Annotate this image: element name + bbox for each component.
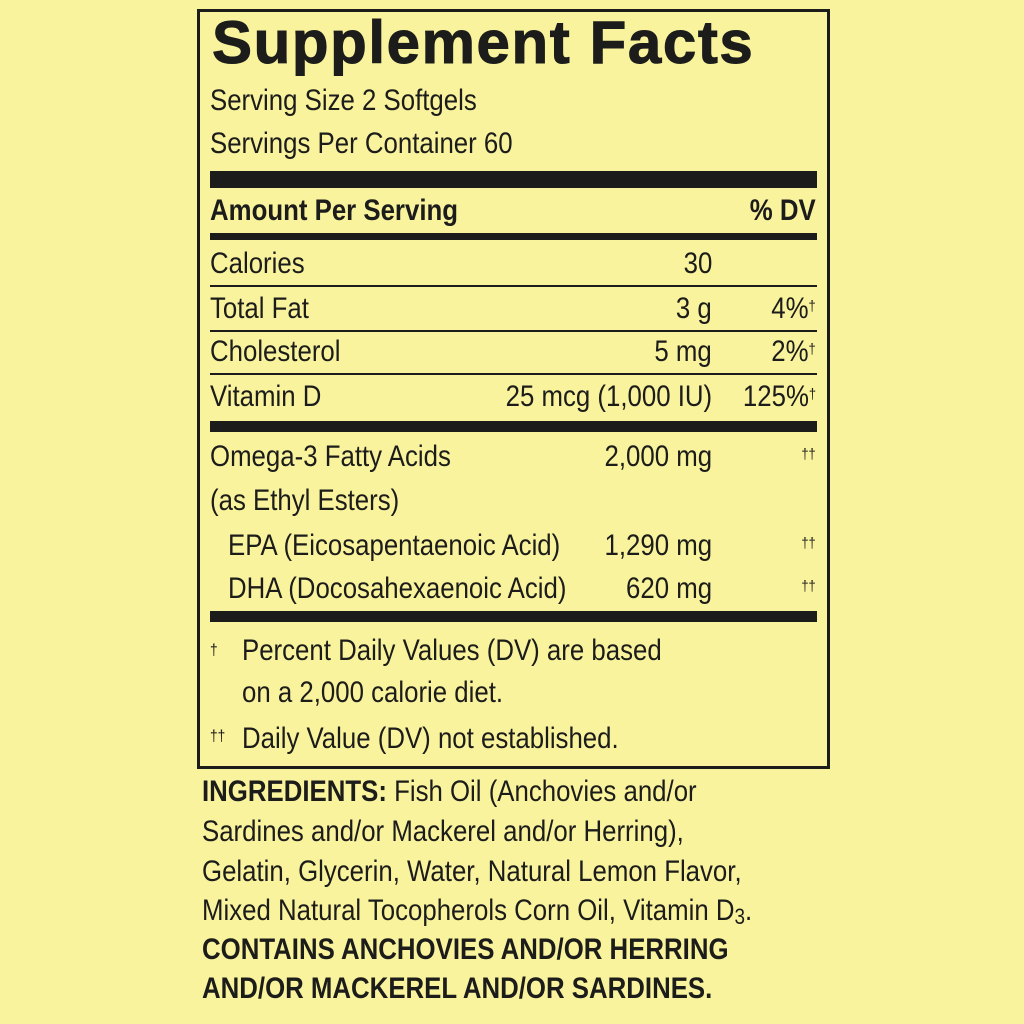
allergen-warning-line-1: CONTAINS ANCHOVIES AND/OR HERRING	[202, 933, 729, 966]
thin-divider	[210, 285, 817, 287]
allergen-warning-line-2: AND/OR MACKEREL AND/OR SARDINES.	[202, 972, 713, 1005]
epa-name: EPA (Eicosapentaenoic Acid)	[228, 529, 561, 562]
dha-name: DHA (Docosahexaenoic Acid)	[228, 572, 567, 605]
amount-per-serving-header: Amount Per Serving	[210, 194, 459, 227]
thick-divider	[210, 421, 817, 432]
omega-3-mark: ††	[801, 446, 816, 463]
dha-mark: ††	[801, 578, 816, 595]
row-vitamin-d-amount: 25 mcg (1,000 IU)	[505, 380, 712, 413]
row-cholesterol-amount: 5 mg	[654, 335, 712, 368]
footnote-double-dagger: ††	[210, 728, 226, 745]
footnote-dagger: †	[210, 642, 218, 659]
footnote-dv-line1: Percent Daily Values (DV) are based	[242, 634, 662, 667]
row-total-fat-amount: 3 g	[676, 292, 712, 325]
footnote-dv-line2: on a 2,000 calorie diet.	[242, 676, 504, 709]
thin-divider	[210, 373, 817, 375]
row-vitamin-d-dv: 125%†	[742, 380, 816, 413]
divider	[210, 233, 817, 240]
omega-3-subtitle: (as Ethyl Esters)	[210, 484, 400, 517]
epa-mark: ††	[801, 535, 816, 552]
row-total-fat-name: Total Fat	[210, 292, 309, 325]
servings-per-container: Servings Per Container 60	[210, 127, 513, 160]
epa-amount: 1,290 mg	[604, 529, 712, 562]
footnote-not-established: Daily Value (DV) not established.	[242, 722, 619, 755]
supplement-facts-panel	[197, 9, 830, 769]
ingredients-line-3: Gelatin, Glycerin, Water, Natural Lemon …	[202, 855, 742, 888]
thick-divider	[210, 611, 817, 622]
ingredients-line-2: Sardines and/or Mackerel and/or Herring)…	[202, 815, 684, 848]
panel-title: Supplement Facts	[211, 9, 755, 76]
row-vitamin-d-name: Vitamin D	[210, 380, 322, 413]
row-cholesterol-dv: 2%†	[771, 335, 816, 368]
omega-3-name: Omega-3 Fatty Acids	[210, 440, 451, 473]
ingredients-line-1: INGREDIENTS: Fish Oil (Anchovies and/or	[202, 775, 697, 808]
row-cholesterol-name: Cholesterol	[210, 335, 341, 368]
omega-3-amount: 2,000 mg	[604, 440, 712, 473]
thin-divider	[210, 330, 817, 332]
row-calories-amount: 30	[683, 247, 712, 280]
row-calories-name: Calories	[210, 247, 305, 280]
row-total-fat-dv: 4%†	[771, 292, 816, 325]
ingredients-line-4: Mixed Natural Tocopherols Corn Oil, Vita…	[202, 894, 753, 930]
thick-divider	[210, 171, 817, 188]
dha-amount: 620 mg	[625, 572, 712, 605]
dv-header: % DV	[750, 194, 816, 227]
serving-size: Serving Size 2 Softgels	[210, 84, 477, 117]
